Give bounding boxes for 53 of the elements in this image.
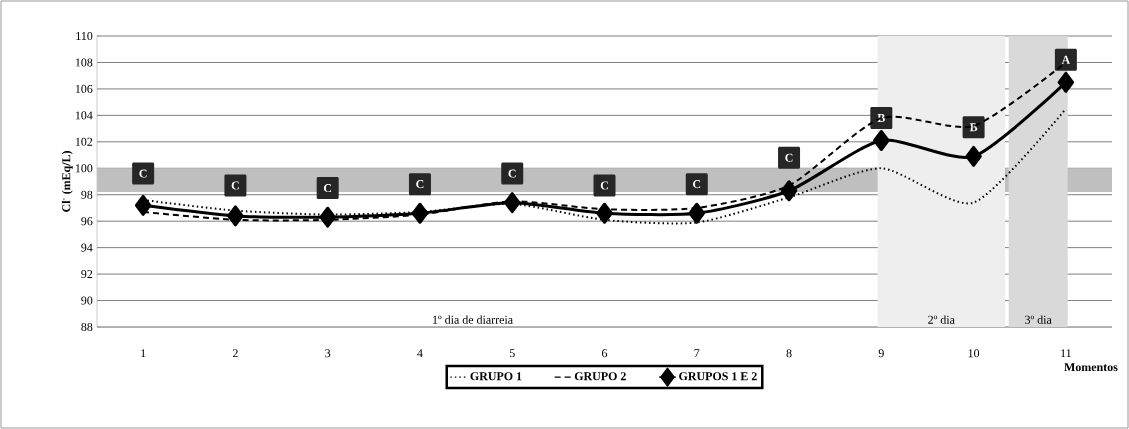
annotation: 1º dia de diarreia xyxy=(433,315,513,324)
y-tick-label: 102 xyxy=(75,137,93,146)
x-tick-label: 2 xyxy=(232,349,238,358)
y-tick-label: 104 xyxy=(75,111,93,120)
x-tick-label: 8 xyxy=(786,349,792,358)
y-tick-label: 110 xyxy=(76,31,93,41)
band-label: 3º dia xyxy=(1025,315,1052,324)
annotation: A xyxy=(1061,55,1071,64)
x-tick-label: 11 xyxy=(1061,349,1071,358)
legend-label: GRUPO 1 xyxy=(470,372,522,381)
y-tick-label: 100 xyxy=(75,164,93,173)
point xyxy=(411,202,429,224)
y-tick-label: 106 xyxy=(75,84,93,93)
x-tick-label: 5 xyxy=(509,349,515,358)
point xyxy=(780,180,798,202)
annotation: C xyxy=(508,169,516,178)
band-label: 2º dia xyxy=(928,315,955,324)
y-tick-label: 92 xyxy=(81,270,93,279)
point xyxy=(873,129,890,151)
annotation: C xyxy=(785,153,793,162)
x-tick-label: 6 xyxy=(602,349,608,358)
point xyxy=(503,192,521,214)
x-axis-title: Momentos xyxy=(1064,363,1118,372)
x-tick-label: 1 xyxy=(141,349,146,358)
y-tick-label: 90 xyxy=(81,296,93,305)
legend-label: GRUPO 2 xyxy=(574,372,626,381)
annotation: C xyxy=(600,181,608,190)
x-tick-label: 4 xyxy=(417,349,423,358)
point xyxy=(965,145,982,167)
x-tick-label: 9 xyxy=(878,349,884,358)
x-tick-label: 7 xyxy=(694,349,700,358)
y-tick-label: 108 xyxy=(75,58,93,67)
y-tick-label: 96 xyxy=(81,217,93,226)
x-tick-label: 3 xyxy=(325,349,331,358)
x-tick-label: 10 xyxy=(968,349,980,358)
point xyxy=(227,205,244,227)
y-tick-label: 88 xyxy=(81,322,93,332)
annotation: B xyxy=(877,114,885,122)
y-tick-label: 94 xyxy=(81,243,93,252)
annotation: C xyxy=(416,180,424,189)
annotation: C xyxy=(231,181,239,190)
annotation: C xyxy=(693,180,701,189)
point xyxy=(596,202,613,224)
annotation: C xyxy=(323,184,332,193)
point xyxy=(1057,71,1075,93)
point xyxy=(319,206,336,228)
y-tick-label: 98 xyxy=(81,190,93,199)
point xyxy=(134,194,152,216)
annotation: B xyxy=(969,123,978,132)
legend-label: GRUPOS 1 E 2 xyxy=(679,372,757,381)
annotation: C xyxy=(139,169,147,178)
point xyxy=(688,202,706,224)
y-axis-title: Cl$^{-}$ (mEq/L) xyxy=(61,151,73,212)
